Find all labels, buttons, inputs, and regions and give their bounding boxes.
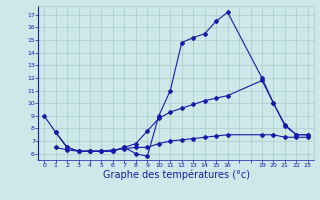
X-axis label: Graphe des températures (°c): Graphe des températures (°c) (102, 170, 250, 180)
